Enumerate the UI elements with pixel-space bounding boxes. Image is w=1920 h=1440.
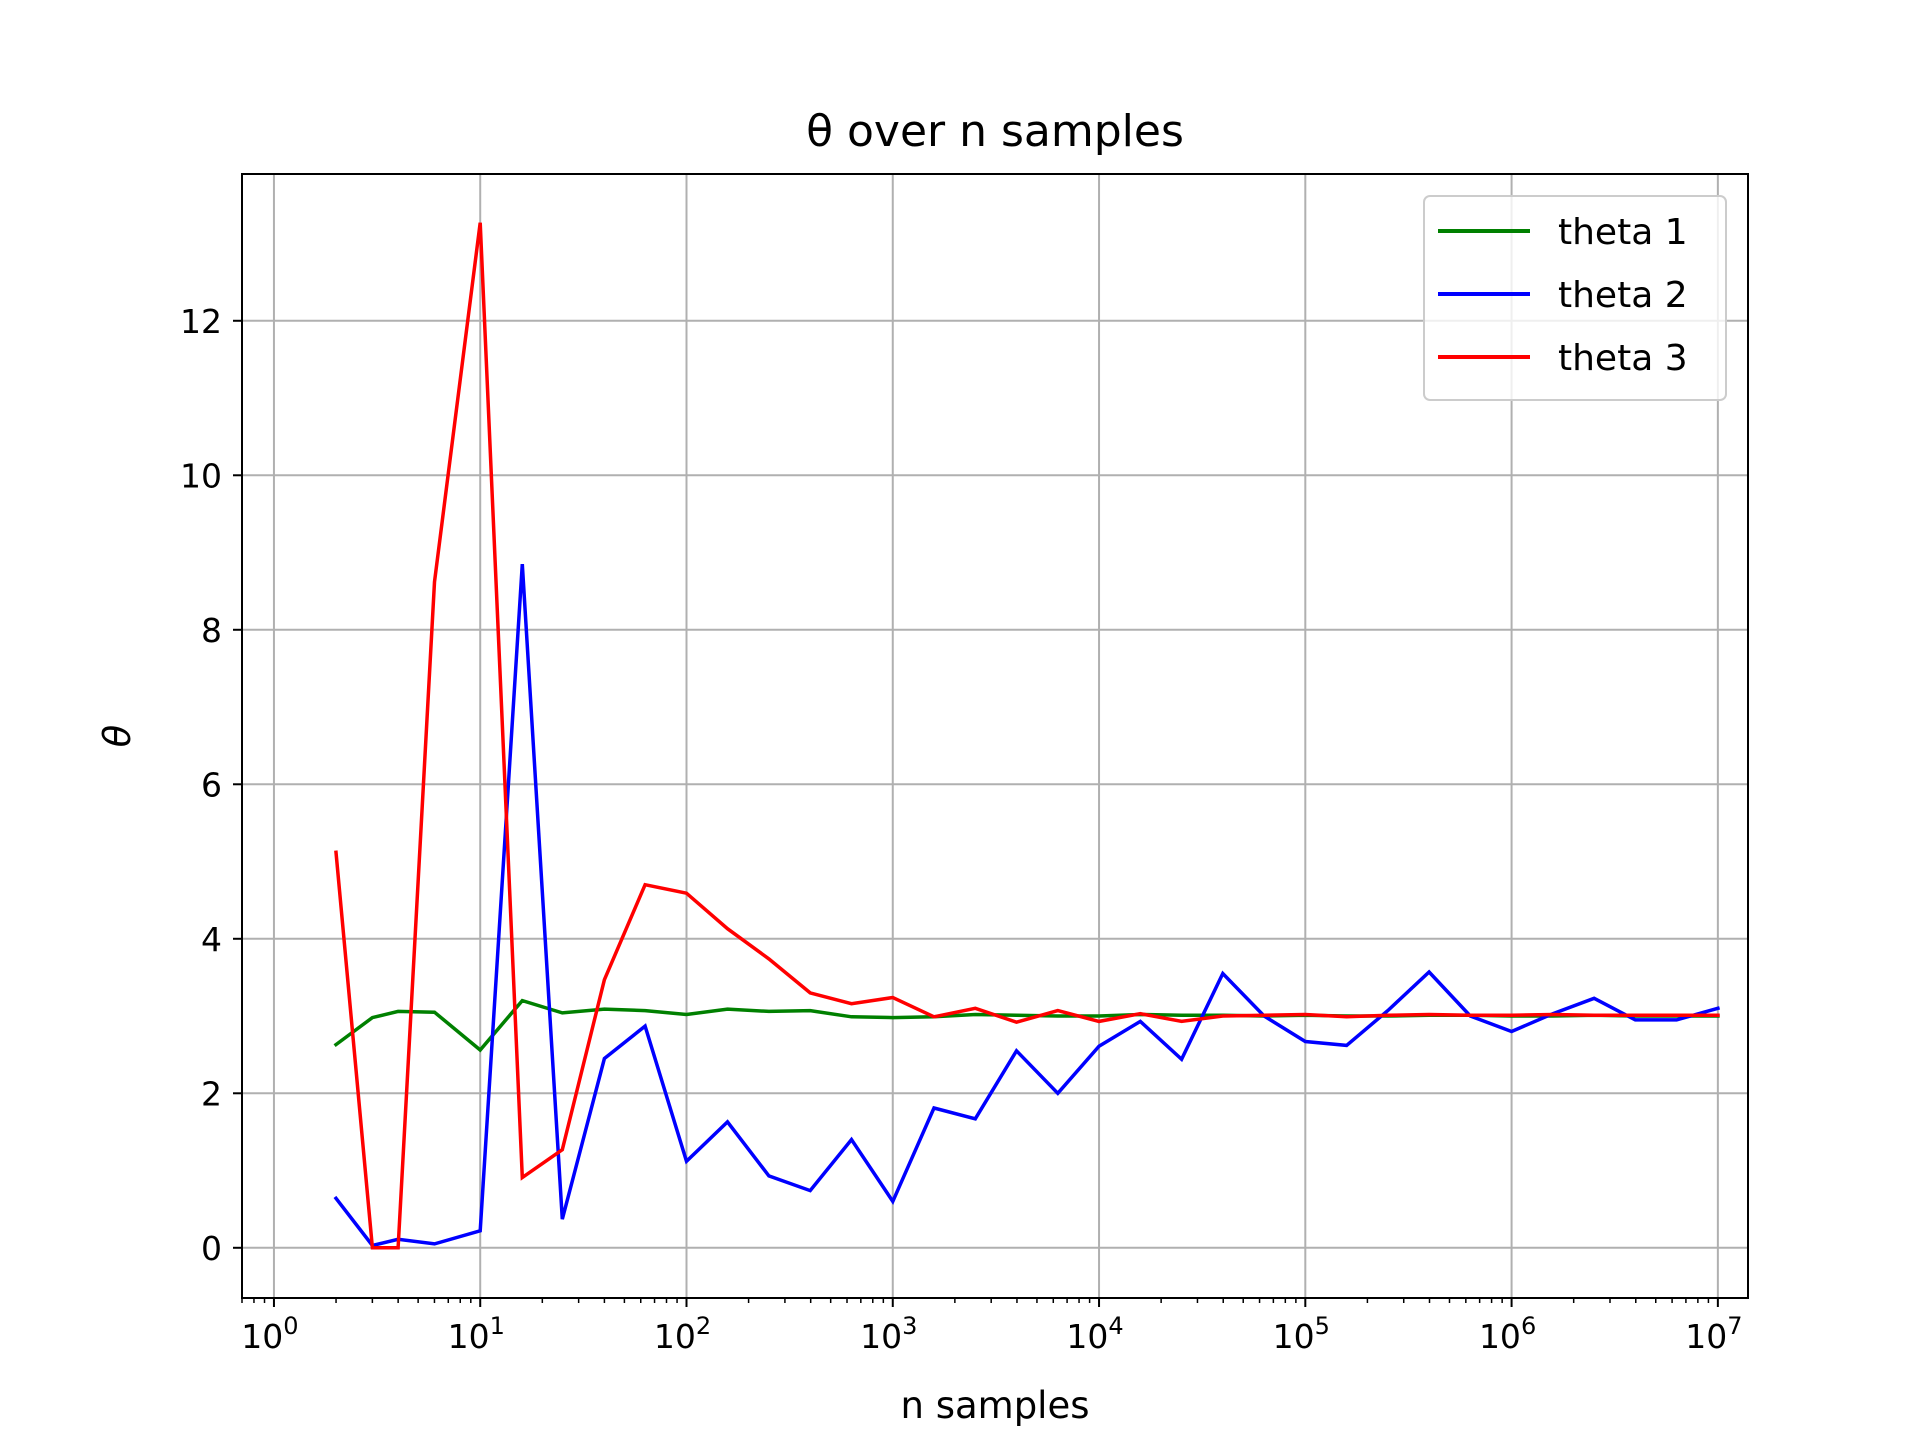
x-tick-exponent: 6 — [1521, 1312, 1536, 1340]
x-tick-exponent: 1 — [490, 1312, 505, 1340]
x-tick-label: 102 — [654, 1312, 711, 1356]
plot-frame — [241, 173, 1749, 1299]
legend: theta 1 theta 2 theta 3 — [1423, 195, 1727, 401]
y-tick-label: 6 — [201, 765, 222, 804]
y-axis-ticks: 0 2 4 6 8 10 12 — [180, 302, 242, 1268]
x-tick-exponent: 7 — [1727, 1312, 1742, 1340]
series-line-theta-3 — [334, 222, 1720, 1250]
x-tick-exponent: 3 — [902, 1312, 917, 1340]
chart-title: θ over n samples — [806, 106, 1184, 157]
y-tick-label: 0 — [201, 1229, 222, 1268]
grid — [242, 174, 1748, 1298]
legend-label: theta 1 — [1558, 212, 1688, 253]
x-tick-exponent: 5 — [1315, 1312, 1330, 1340]
x-tick-exponent: 0 — [283, 1312, 298, 1340]
y-tick-label: 8 — [201, 611, 222, 650]
y-tick-label: 12 — [180, 302, 222, 341]
x-tick-exponent: 2 — [696, 1312, 711, 1340]
legend-label: theta 2 — [1558, 275, 1688, 316]
x-tick-label: 100 — [241, 1312, 298, 1356]
x-tick-exponent: 4 — [1108, 1312, 1123, 1340]
series-lines — [333, 222, 1721, 1250]
legend-box — [1423, 195, 1727, 401]
legend-label: theta 3 — [1558, 338, 1688, 379]
x-axis-title: n samples — [900, 1384, 1089, 1427]
y-tick-label: 2 — [201, 1074, 222, 1113]
y-tick-label: 10 — [180, 456, 222, 495]
y-tick-label: 4 — [201, 920, 222, 959]
y-axis-title: θ — [96, 725, 139, 748]
x-tick-label: 103 — [860, 1312, 917, 1356]
series-line-theta-2 — [333, 563, 1721, 1248]
x-axis-ticks: 100 101 102 103 104 105 106 107 — [241, 1298, 1742, 1356]
